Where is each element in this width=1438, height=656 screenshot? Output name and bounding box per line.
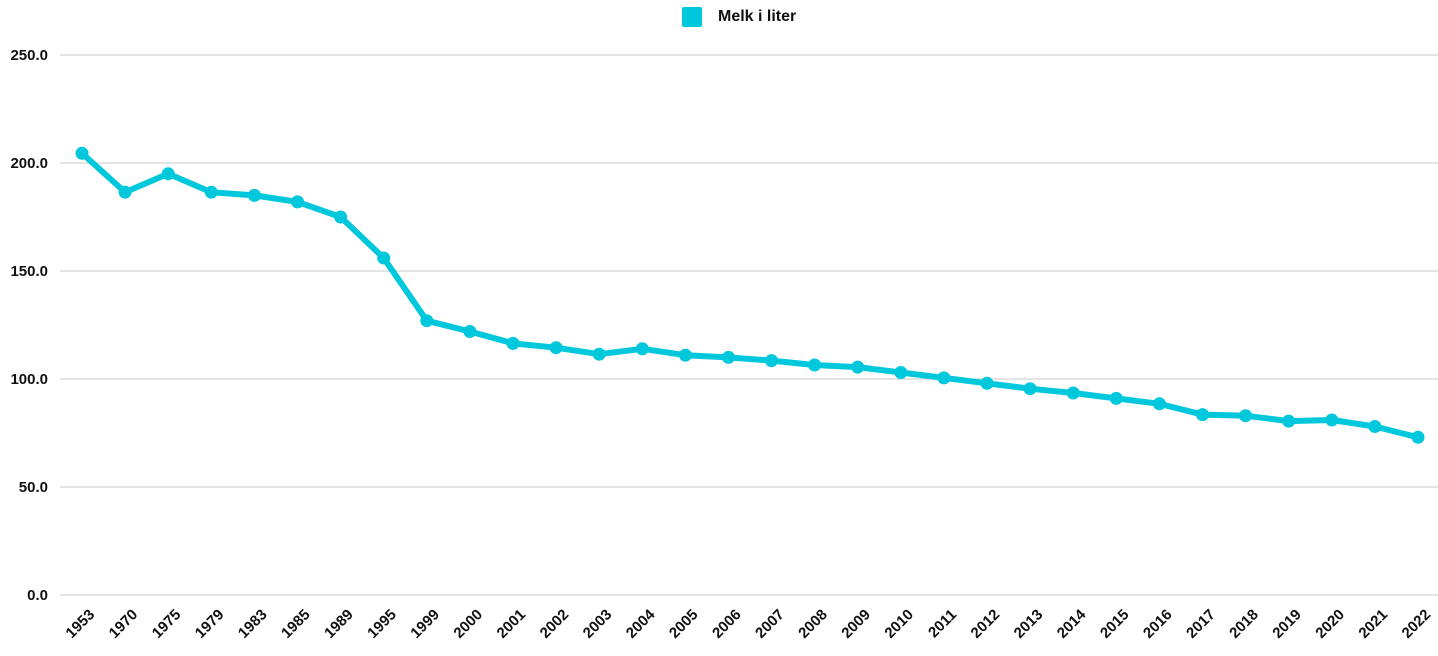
data-point: [678, 348, 692, 362]
x-tick-label: 2006: [709, 606, 745, 642]
x-tick-label: 1989: [321, 606, 357, 642]
y-tick-label: 200.0: [10, 155, 48, 172]
x-tick-label: 2020: [1312, 606, 1348, 642]
series-line: [79, 150, 1421, 441]
x-tick-label: 1970: [106, 606, 142, 642]
x-tick-label: 2000: [450, 606, 486, 642]
x-tick-label: 2017: [1183, 606, 1219, 642]
data-point: [291, 195, 304, 209]
gridlines: [60, 54, 1438, 596]
x-tick-label: 2008: [795, 606, 831, 642]
y-axis-ticks: 0.0 50.0 100.0 150.0 200.0 250.0: [10, 47, 48, 604]
x-tick-label: 2007: [752, 606, 788, 642]
data-point: [765, 354, 778, 368]
y-tick-label: 100.0: [10, 371, 48, 388]
y-tick-label: 150.0: [10, 263, 48, 280]
legend-label: Melk i liter: [718, 8, 797, 25]
x-tick-label: 2012: [968, 606, 1004, 642]
x-tick-label: 2011: [925, 606, 960, 641]
data-point: [549, 341, 563, 355]
x-tick-label: 2009: [838, 606, 874, 642]
chart-legend: Melk i liter: [682, 6, 796, 28]
x-tick-label: 1979: [192, 606, 228, 642]
y-tick-label: 250.0: [10, 47, 48, 64]
data-point: [463, 325, 477, 338]
data-point: [161, 167, 175, 181]
x-tick-label: 2019: [1269, 606, 1305, 642]
x-tick-label: 2014: [1054, 606, 1090, 642]
x-tick-label: 2002: [537, 606, 573, 642]
data-point: [1152, 397, 1166, 411]
x-tick-label: 2022: [1399, 606, 1435, 642]
data-point: [1066, 386, 1080, 400]
data-point: [592, 347, 606, 361]
x-tick-label: 2001: [494, 606, 530, 642]
data-point: [980, 376, 994, 390]
y-tick-label: 50.0: [19, 479, 48, 496]
data-point: [1196, 408, 1209, 422]
x-axis-ticks: 1953 1970 1975 1979 1983 1985 1989 1995 1999 2000…: [63, 606, 1435, 642]
data-point: [118, 185, 132, 199]
data-point: [1239, 409, 1253, 423]
data-point: [247, 188, 261, 202]
data-point: [1109, 391, 1123, 405]
x-tick-label: 1975: [149, 606, 185, 642]
x-tick-label: 2016: [1140, 606, 1176, 642]
x-tick-label: 2015: [1097, 606, 1133, 642]
data-point: [1411, 430, 1425, 444]
series-layer: [75, 146, 1425, 444]
data-point: [722, 350, 735, 364]
x-tick-label: 2018: [1226, 606, 1262, 642]
x-tick-label: 1999: [407, 606, 443, 642]
data-point: [334, 210, 348, 224]
data-point: [851, 360, 865, 374]
data-point: [420, 314, 434, 328]
data-point: [75, 146, 89, 160]
x-tick-label: 1985: [278, 606, 314, 642]
data-point: [506, 336, 520, 350]
data-point: [635, 342, 649, 356]
data-point: [204, 185, 218, 199]
data-point: [1023, 382, 1037, 396]
x-tick-label: 1983: [235, 606, 271, 642]
data-point: [1325, 413, 1339, 427]
x-tick-label: 2004: [623, 606, 659, 642]
data-point: [894, 366, 908, 379]
data-point: [937, 371, 951, 385]
legend-swatch: [682, 7, 702, 27]
data-point: [1282, 414, 1296, 428]
x-tick-label: 2010: [881, 606, 917, 642]
x-tick-label: 2013: [1011, 606, 1047, 642]
data-point: [377, 251, 391, 265]
x-tick-label: 2003: [580, 606, 616, 642]
x-tick-label: 2005: [666, 606, 702, 642]
x-tick-label: 1953: [63, 606, 99, 642]
data-point: [808, 358, 822, 372]
y-tick-label: 0.0: [27, 587, 48, 604]
x-tick-label: 2021: [1355, 606, 1391, 642]
data-point: [1368, 420, 1382, 433]
x-tick-label: 1995: [364, 606, 400, 642]
